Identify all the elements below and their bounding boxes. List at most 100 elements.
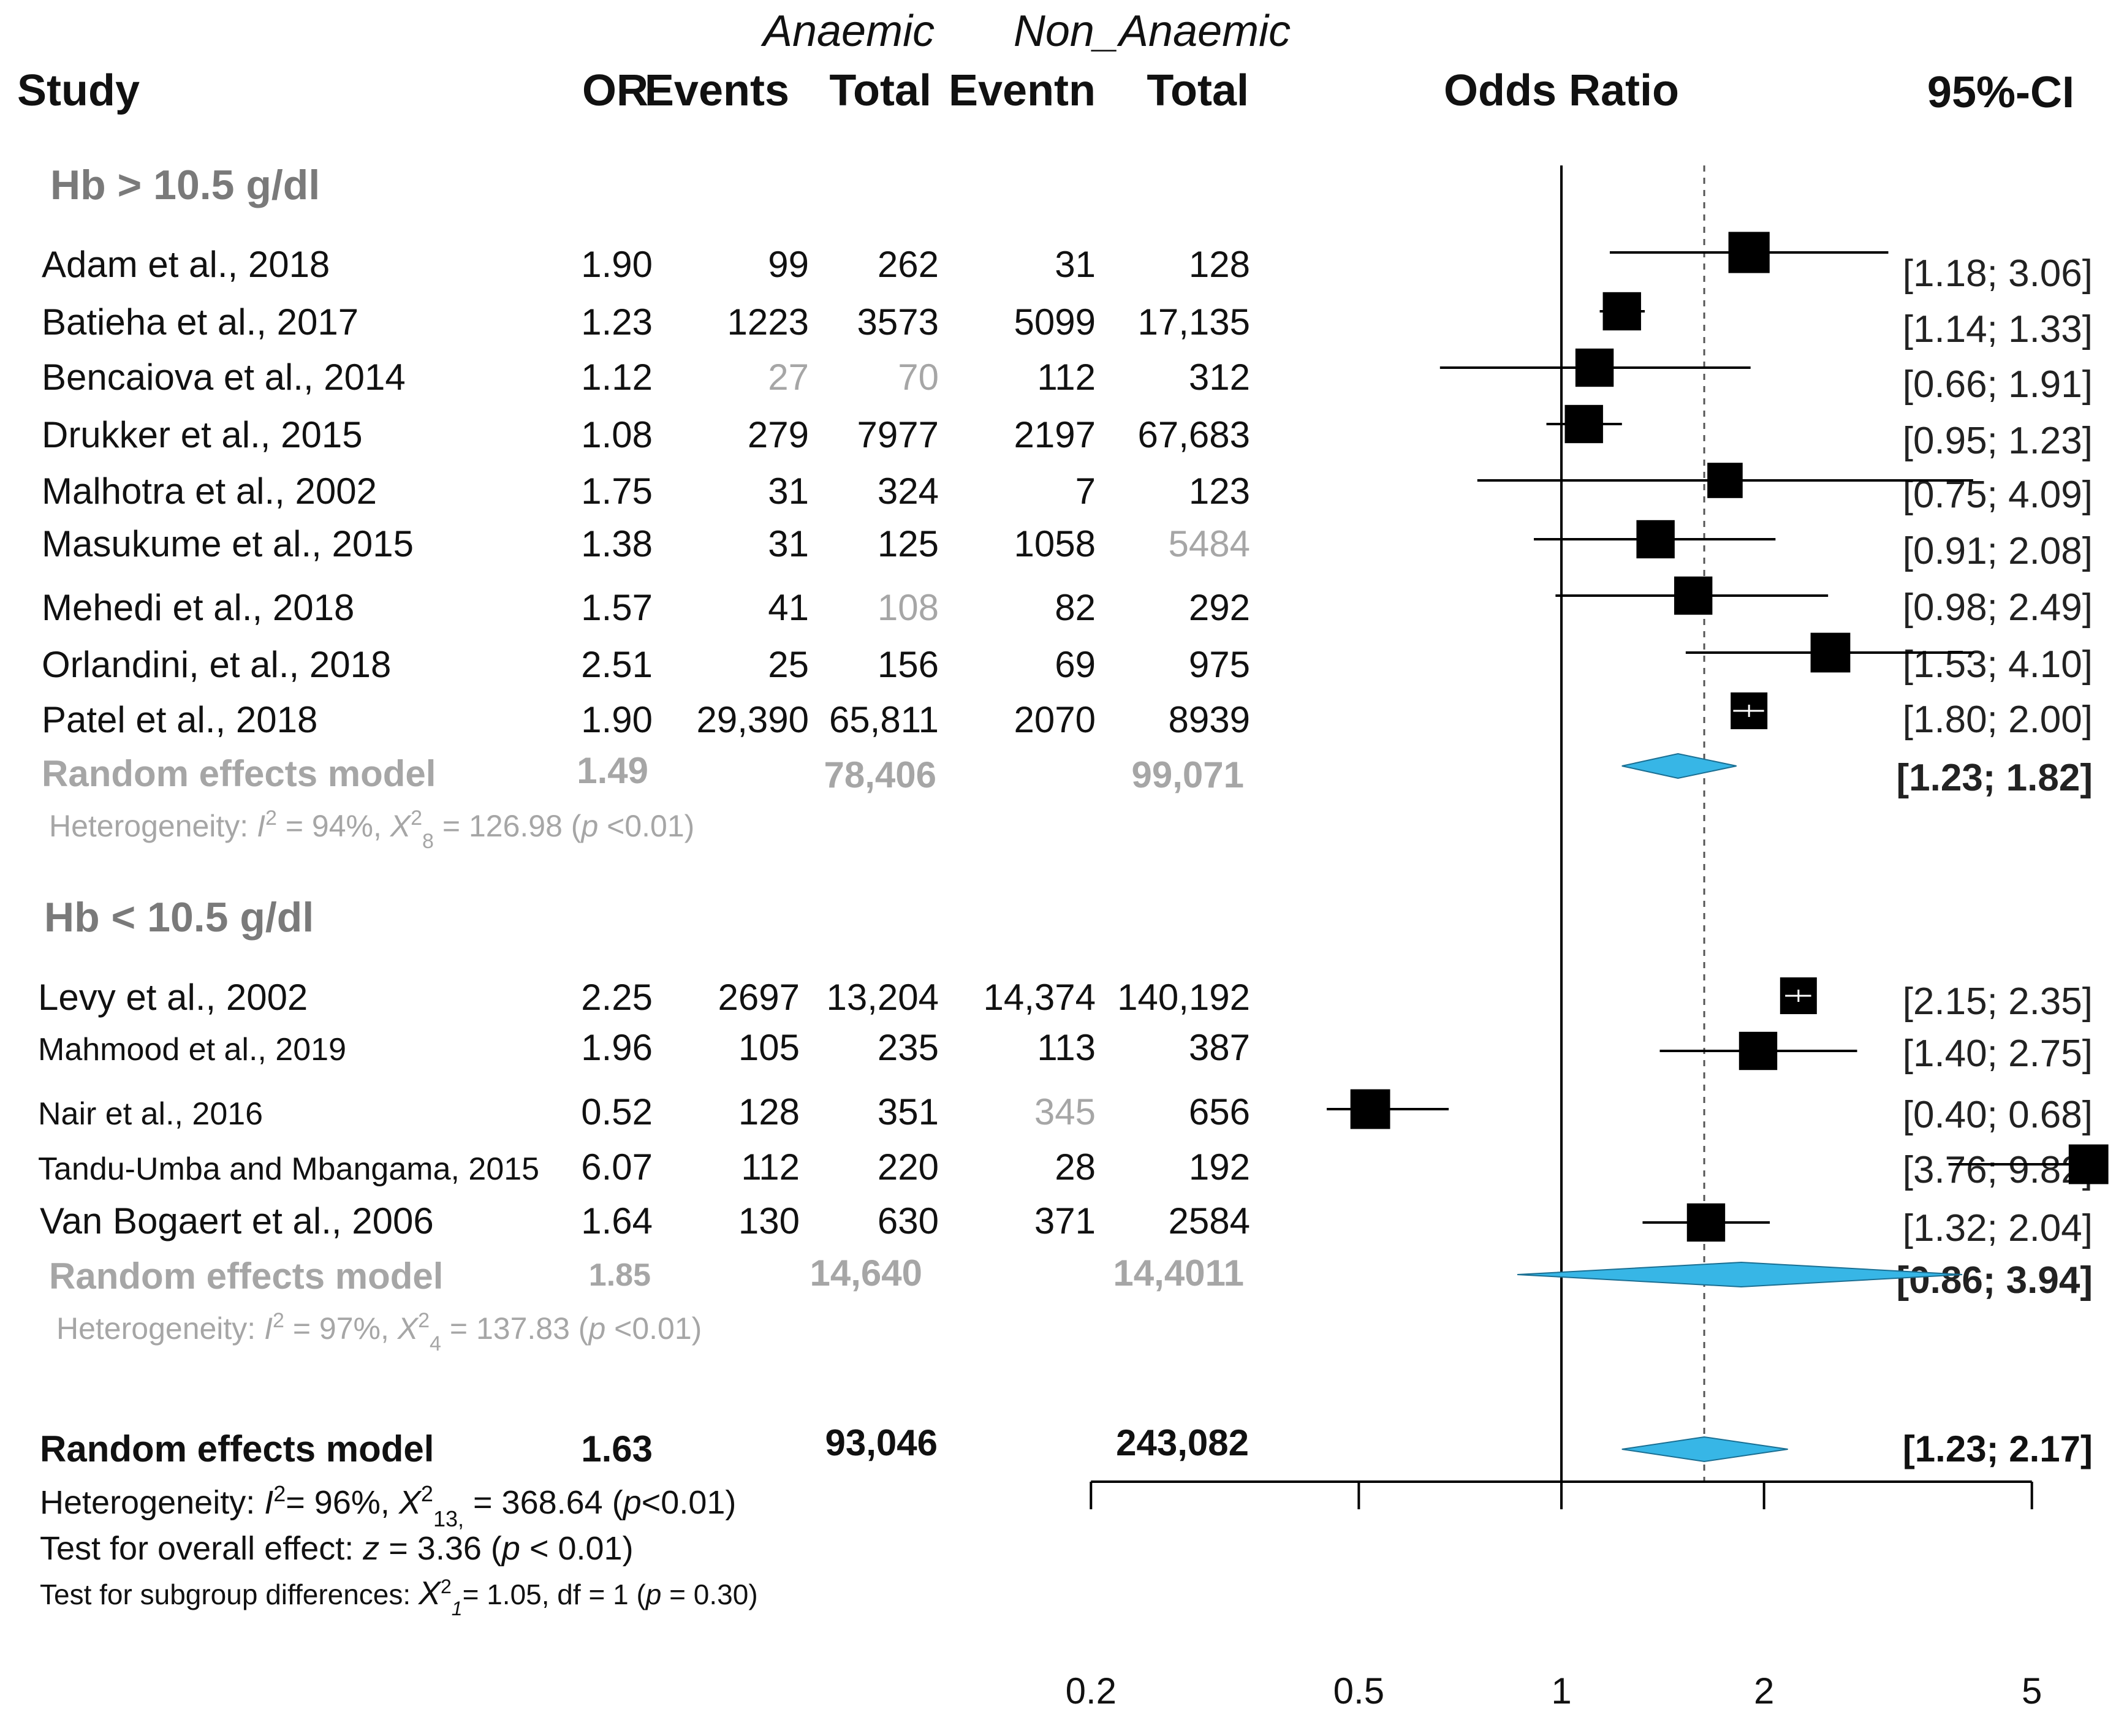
total-non-anaemic: 123 [1189, 471, 1250, 512]
total-anaemic: 262 [878, 244, 939, 285]
events-anaemic: 31 [768, 471, 809, 512]
total-non-anaemic: 192 [1189, 1147, 1250, 1188]
header-or: OR [582, 66, 648, 115]
or-value: 1.64 [581, 1200, 653, 1241]
total-anaemic: 125 [878, 523, 939, 564]
overall-total-anaemic: 93,046 [825, 1422, 938, 1463]
overall-model-row: Random effects model 1.63 93,046 243,082… [40, 1422, 2093, 1469]
table-row: Orlandini, et al., 2018 2.51 25 156 69 9… [42, 643, 2093, 686]
total-non-anaemic: 67,683 [1137, 414, 1250, 455]
or-value: 6.07 [581, 1147, 653, 1188]
table-row: Patel et al., 2018 1.90 29,390 65,811 20… [42, 699, 2093, 741]
model-or: 1.49 [577, 750, 648, 791]
table-row: Batieha et al., 2017 1.23 1223 3573 5099… [42, 301, 2093, 351]
total-non-anaemic: 140,192 [1117, 977, 1250, 1018]
table-row: Van Bogaert et al., 2006 1.64 130 630 37… [40, 1200, 2093, 1249]
ci-value: [0.91; 2.08] [1903, 530, 2093, 572]
subgroup-model-row: Random effects model 1.49 78,406 99,071 … [42, 750, 2093, 799]
events-non-anaemic: 28 [1055, 1147, 1096, 1188]
or-value: 1.08 [581, 414, 653, 455]
events-non-anaemic: 371 [1034, 1200, 1096, 1241]
ci-value: [1.32; 2.04] [1903, 1207, 2093, 1249]
total-anaemic: 65,811 [829, 699, 939, 740]
or-value: 1.57 [581, 587, 653, 628]
events-anaemic: 2697 [718, 977, 800, 1018]
events-non-anaemic: 2197 [1014, 414, 1096, 455]
events-anaemic: 279 [748, 414, 809, 455]
model-total-non-anaemic: 99,071 [1131, 754, 1244, 795]
events-anaemic: 128 [738, 1091, 800, 1132]
table-row: Tandu-Umba and Mbangama, 2015 6.07 112 2… [38, 1147, 2093, 1191]
model-total-anaemic: 78,406 [824, 754, 936, 795]
header-odds-ratio: Odds Ratio [1444, 66, 1679, 115]
study-name: Mehedi et al., 2018 [42, 587, 354, 628]
total-anaemic: 235 [878, 1027, 939, 1068]
x-tick-label: 2 [1754, 1670, 1774, 1711]
total-anaemic: 70 [898, 357, 939, 398]
study-name: Batieha et al., 2017 [42, 301, 358, 343]
or-value: 2.25 [581, 977, 653, 1018]
total-anaemic: 630 [878, 1200, 939, 1241]
total-anaemic: 108 [878, 587, 939, 628]
total-non-anaemic: 2584 [1169, 1200, 1250, 1241]
group-title: Hb < 10.5 g/dl [44, 894, 314, 941]
header-events-anaemic: Events [645, 66, 789, 115]
overall-or: 1.63 [581, 1428, 653, 1469]
study-name: Masukume et al., 2015 [42, 523, 414, 564]
overall-ci: [1.23; 2.17] [1903, 1428, 2093, 1469]
column-headers: Anaemic Non_Anaemic Study OR Events Tota… [17, 7, 2074, 117]
subgroup-difference-test: Test for subgroup differences: X21= 1.05… [40, 1575, 758, 1620]
model-label: Random effects model [42, 753, 436, 794]
or-value: 1.38 [581, 523, 653, 564]
study-box [1636, 520, 1675, 559]
overall-effect-test: Test for overall effect: z = 3.36 (p < 0… [40, 1530, 634, 1567]
events-non-anaemic: 112 [1037, 357, 1096, 398]
ci-value: [0.98; 2.49] [1903, 586, 2093, 629]
total-anaemic: 351 [878, 1091, 939, 1132]
total-non-anaemic: 292 [1189, 587, 1250, 628]
total-anaemic: 7977 [857, 414, 939, 455]
header-events-non-anaemic: Eventn [949, 66, 1096, 115]
total-anaemic: 13,204 [826, 977, 939, 1018]
ci-value: [0.66; 1.91] [1903, 363, 2093, 406]
events-non-anaemic: 2070 [1014, 699, 1096, 740]
events-non-anaemic: 113 [1037, 1027, 1096, 1068]
study-name: Bencaiova et al., 2014 [42, 357, 406, 398]
or-value: 2.51 [581, 644, 653, 685]
ci-value: [1.18; 3.06] [1903, 252, 2093, 295]
study-name: Mahmood et al., 2019 [38, 1032, 346, 1067]
study-box [1674, 576, 1713, 615]
study-name: Orlandini, et al., 2018 [42, 644, 391, 685]
events-anaemic: 31 [768, 523, 809, 564]
study-box [1707, 463, 1743, 498]
study-name: Patel et al., 2018 [42, 699, 317, 740]
table-row: Levy et al., 2002 2.25 2697 13,204 14,37… [38, 977, 2093, 1023]
total-non-anaemic: 312 [1189, 357, 1250, 398]
events-anaemic: 27 [768, 357, 809, 398]
events-non-anaemic: 1058 [1014, 523, 1096, 564]
model-ci: [0.86; 3.94] [1896, 1259, 2093, 1302]
study-name: Malhotra et al., 2002 [42, 471, 377, 512]
events-non-anaemic: 5099 [1014, 301, 1096, 343]
group-title: Hb > 10.5 g/dl [50, 162, 320, 208]
table-row: Masukume et al., 2015 1.38 31 125 1058 5… [42, 523, 2093, 572]
events-non-anaemic: 7 [1075, 471, 1096, 512]
study-box [1575, 348, 1614, 387]
or-value: 1.23 [581, 301, 653, 343]
study-box [2068, 1144, 2109, 1184]
model-total-non-anaemic: 14,4011 [1113, 1253, 1244, 1294]
total-non-anaemic: 387 [1189, 1027, 1250, 1068]
or-value: 0.52 [581, 1091, 653, 1132]
events-anaemic: 25 [768, 644, 809, 685]
study-name: Van Bogaert et al., 2006 [40, 1200, 434, 1241]
table-row: Drukker et al., 2015 1.08 279 7977 2197 … [42, 414, 2093, 462]
total-anaemic: 324 [878, 471, 939, 512]
model-total-anaemic: 14,640 [810, 1253, 922, 1294]
or-value: 1.96 [581, 1027, 653, 1068]
events-non-anaemic: 31 [1055, 244, 1096, 285]
table-row: Adam et al., 2018 1.90 99 262 31 128 [1.… [42, 244, 2093, 295]
header-group-non-anaemic: Non_Anaemic [1014, 7, 1291, 56]
overall-label: Random effects model [40, 1428, 434, 1469]
total-non-anaemic: 128 [1189, 244, 1250, 285]
